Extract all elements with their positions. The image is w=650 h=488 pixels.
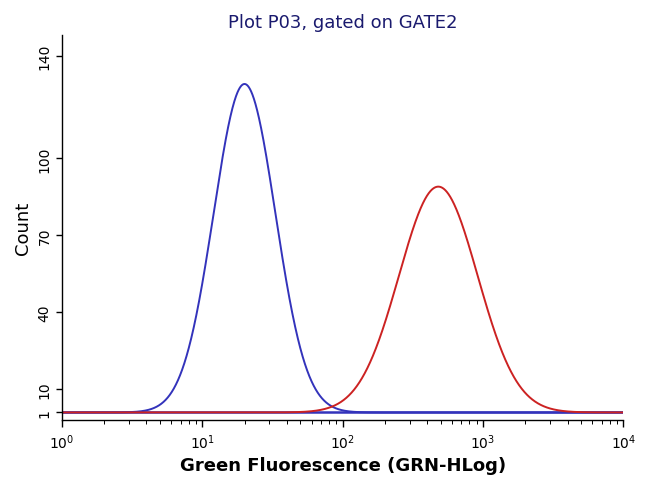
Y-axis label: Count: Count (14, 202, 32, 255)
X-axis label: Green Fluorescence (GRN-HLog): Green Fluorescence (GRN-HLog) (179, 456, 506, 474)
Title: Plot P03, gated on GATE2: Plot P03, gated on GATE2 (228, 14, 458, 32)
